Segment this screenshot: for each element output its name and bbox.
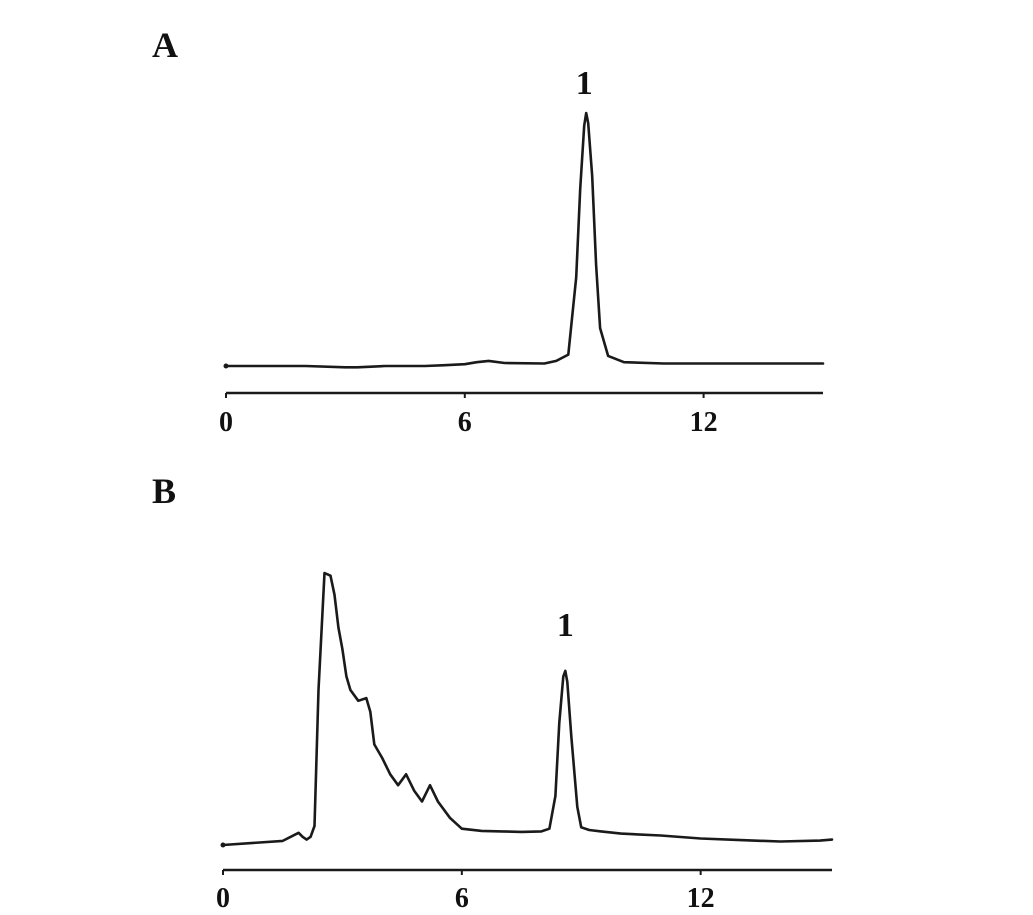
panel-b-tick-label-12: 12 <box>687 883 715 914</box>
panel-a-trace <box>224 111 825 369</box>
panel-a-ticks: 0 6 12 <box>219 393 718 438</box>
panel-b-trace <box>221 571 834 847</box>
panel-a-label: A <box>152 25 178 65</box>
panel-b-tick-label-6: 6 <box>455 883 469 914</box>
panel-a-tick-label-0: 0 <box>219 407 233 438</box>
panel-b-label: B <box>152 471 176 511</box>
panel-b-tick-label-0: 0 <box>216 883 230 914</box>
panel-a-trace-start <box>223 363 229 369</box>
panel-b-peak-label: 1 <box>557 607 574 644</box>
panel-b-trace-start <box>220 842 226 848</box>
panel-b-ticks: 0 6 12 <box>216 870 715 914</box>
panel-a: A 1 0 6 12 <box>152 25 825 438</box>
panel-a-tick-label-6: 6 <box>458 407 472 438</box>
panel-b: B 1 0 6 12 <box>152 471 834 914</box>
panel-a-peak-label: 1 <box>576 65 593 102</box>
panel-a-tick-label-12: 12 <box>690 407 718 438</box>
